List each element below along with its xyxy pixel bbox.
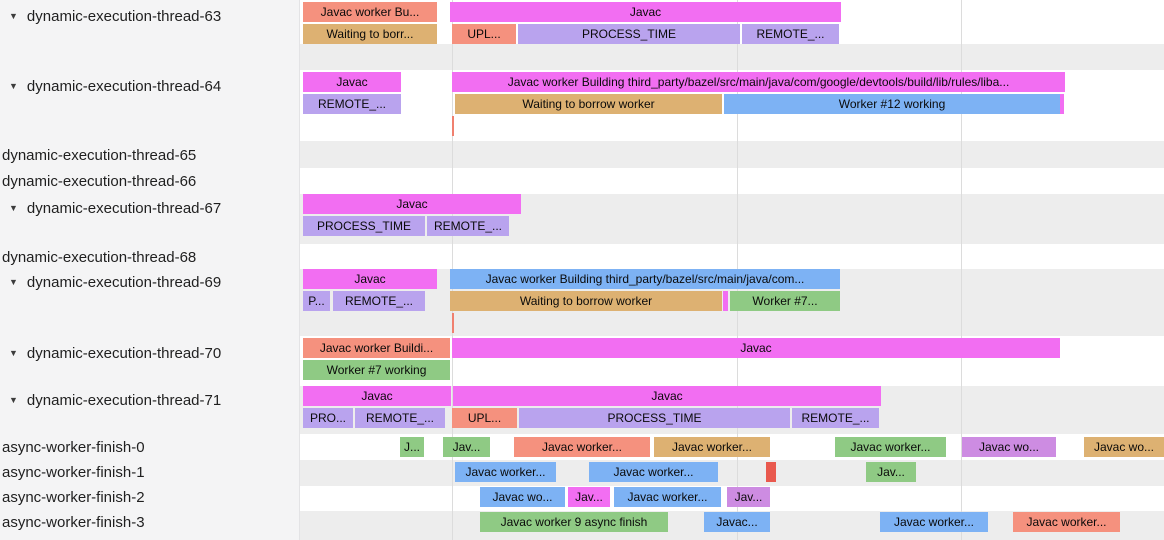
timeline-slice[interactable]: Javac worker... [654,437,770,457]
timeline-slice[interactable]: PROCESS_TIME [303,216,425,236]
track-label-panel: ▼ dynamic-execution-thread-63 ▼ dynamic-exe… [0,0,300,540]
timeline-slice[interactable]: Javac worker... [614,487,721,507]
row-stripe [300,460,1164,486]
track-name: dynamic-execution-thread-68 [2,248,197,266]
timeline-slice[interactable]: Javac worker Bu... [303,2,437,22]
track-label-dynamic-execution-thread-68[interactable]: dynamic-execution-thread-68 [0,247,300,267]
flow-event-tick [452,313,454,333]
timeline-slice[interactable]: Javac wo... [962,437,1056,457]
track-label-dynamic-execution-thread-64[interactable]: ▼ dynamic-execution-thread-64 [0,76,300,96]
track-name: dynamic-execution-thread-67 [26,199,222,217]
timeline-slice[interactable]: Worker #7 working [303,360,450,380]
track-name: dynamic-execution-thread-65 [2,146,197,164]
timeline-slice[interactable]: REMOTE_... [742,24,839,44]
timeline-slice[interactable]: REMOTE_... [427,216,509,236]
row-stripe [300,244,1164,269]
timeline-slice[interactable]: UPL... [452,408,517,428]
timeline-slice[interactable]: REMOTE_... [355,408,445,428]
timeline-slice[interactable]: Jav... [866,462,916,482]
timeline-slice[interactable]: Javac worker... [589,462,718,482]
track-label-async-worker-finish-2[interactable]: async-worker-finish-2 [0,487,300,507]
timeline-slice[interactable]: J... [400,437,424,457]
timeline-slice[interactable]: PROCESS_TIME [518,24,740,44]
timeline-slice[interactable]: REMOTE_... [792,408,879,428]
timeline-slice[interactable]: P... [303,291,330,311]
timeline-slice[interactable]: REMOTE_... [303,94,401,114]
track-label-dynamic-execution-thread-66[interactable]: dynamic-execution-thread-66 [0,171,300,191]
time-gridline [961,0,962,540]
track-name: dynamic-execution-thread-70 [26,344,222,362]
track-name: dynamic-execution-thread-71 [26,391,222,409]
expander-icon[interactable]: ▼ [9,11,18,21]
track-name: async-worker-finish-2 [2,488,145,506]
timeline-slice[interactable]: Waiting to borrow worker [450,291,722,311]
timeline-slice[interactable]: Javac worker... [514,437,650,457]
track-name: async-worker-finish-3 [2,513,145,531]
flow-event-tick [452,116,454,136]
timeline-slice[interactable]: REMOTE_... [333,291,425,311]
timeline-slice[interactable]: Javac wo... [480,487,565,507]
timeline-slice[interactable] [766,462,776,482]
timeline-slice[interactable]: Javac [450,2,841,22]
expander-icon[interactable]: ▼ [9,348,18,358]
expander-icon[interactable]: ▼ [9,277,18,287]
timeline-slice[interactable]: Worker #7... [730,291,840,311]
timeline-slice[interactable]: PROCESS_TIME [519,408,790,428]
track-name: dynamic-execution-thread-69 [26,273,222,291]
row-stripe [300,168,1164,194]
timeline-slice[interactable]: Worker #12 working [724,94,1060,114]
track-label-async-worker-finish-0[interactable]: async-worker-finish-0 [0,437,300,457]
timeline-slice[interactable]: Javac [453,386,881,406]
timeline-slice[interactable]: Javac worker Building third_party/bazel/… [450,269,840,289]
timeline-slice[interactable]: Javac wo... [1084,437,1164,457]
track-label-dynamic-execution-thread-70[interactable]: ▼ dynamic-execution-thread-70 [0,343,300,363]
timeline-slice[interactable]: Waiting to borrow worker [455,94,722,114]
timeline-slice[interactable]: Jav... [443,437,490,457]
track-label-async-worker-finish-3[interactable]: async-worker-finish-3 [0,512,300,532]
timeline-slice[interactable]: Javac... [704,512,770,532]
track-label-dynamic-execution-thread-71[interactable]: ▼ dynamic-execution-thread-71 [0,390,300,410]
timeline-slice[interactable]: Jav... [727,487,770,507]
track-label-dynamic-execution-thread-63[interactable]: ▼ dynamic-execution-thread-63 [0,6,300,26]
expander-icon[interactable]: ▼ [9,81,18,91]
timeline-slice[interactable]: UPL... [452,24,516,44]
track-label-dynamic-execution-thread-67[interactable]: ▼ dynamic-execution-thread-67 [0,198,300,218]
timeline-slice[interactable] [723,291,728,311]
timeline-slice[interactable]: Javac [303,194,521,214]
timeline-slice[interactable]: Javac [303,72,401,92]
timeline-slice[interactable]: Javac worker 9 async finish [480,512,668,532]
timeline-slice[interactable]: Javac worker... [835,437,946,457]
row-stripe [300,44,1164,70]
timeline-slice[interactable]: Javac worker... [455,462,556,482]
track-name: async-worker-finish-0 [2,438,145,456]
track-name: dynamic-execution-thread-63 [26,7,222,25]
row-stripe [300,141,1164,168]
timeline-slice[interactable]: Javac [303,269,437,289]
timeline-slice[interactable]: PRO... [303,408,353,428]
timeline-slice[interactable] [1060,94,1064,114]
expander-icon[interactable]: ▼ [9,395,18,405]
track-name: dynamic-execution-thread-64 [26,77,222,95]
expander-icon[interactable]: ▼ [9,203,18,213]
timeline-slice[interactable]: Javac worker Buildi... [303,338,450,358]
track-name: async-worker-finish-1 [2,463,145,481]
track-label-dynamic-execution-thread-65[interactable]: dynamic-execution-thread-65 [0,145,300,165]
timeline-slice[interactable]: Javac worker... [880,512,988,532]
track-label-dynamic-execution-thread-69[interactable]: ▼ dynamic-execution-thread-69 [0,272,300,292]
timeline-slice[interactable]: Waiting to borr... [303,24,437,44]
track-name: dynamic-execution-thread-66 [2,172,197,190]
timeline-slice[interactable]: Javac worker Building third_party/bazel/… [452,72,1065,92]
timeline-slice[interactable]: Javac [452,338,1060,358]
track-label-async-worker-finish-1[interactable]: async-worker-finish-1 [0,462,300,482]
timeline-slice[interactable]: Javac worker... [1013,512,1120,532]
timeline-slice[interactable]: Jav... [568,487,610,507]
timeline-slice[interactable]: Javac [303,386,451,406]
